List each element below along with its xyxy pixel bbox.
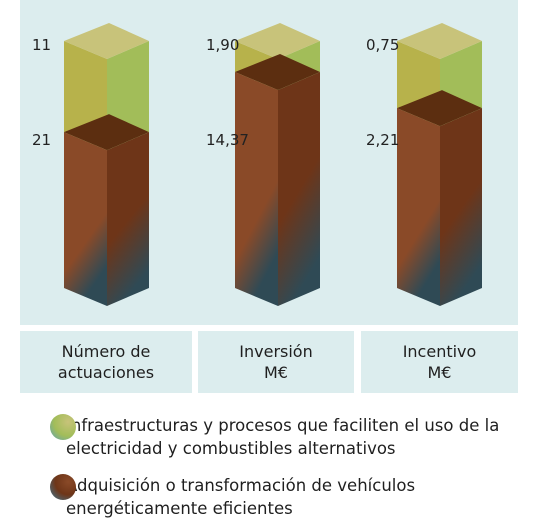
chart-svg: 11 21 1,90 14,37 0,75 2,21 bbox=[32, 23, 482, 307]
bar-lower-side-1 bbox=[278, 71, 320, 306]
bar-lower-side-2 bbox=[440, 108, 482, 307]
legend-swatch-infraestructuras bbox=[50, 414, 76, 440]
bar-split-face-2 bbox=[397, 90, 482, 127]
bar-lower-front-0 bbox=[64, 132, 107, 306]
legend-label-infraestructuras: Infraestructuras y procesos que facilite… bbox=[66, 416, 500, 458]
bar-split-face-0 bbox=[64, 114, 149, 151]
bar-group-1 bbox=[235, 23, 320, 306]
value-label-lower-2: 2,21 bbox=[366, 131, 399, 149]
chart-panel: 11 21 1,90 14,37 0,75 2,21 bbox=[20, 0, 518, 325]
bar-group-0 bbox=[64, 23, 149, 306]
category-label-actuaciones: Número de actuaciones bbox=[20, 331, 192, 393]
category-label-inversion: Inversión M€ bbox=[198, 331, 354, 393]
bar-lower-front-1 bbox=[235, 71, 278, 306]
value-label-lower-1: 14,37 bbox=[206, 131, 249, 149]
value-label-lower-0: 21 bbox=[32, 131, 51, 149]
bar-top-cap-2 bbox=[397, 23, 482, 59]
legend-label-vehiculos: Adquisición o transformación de vehículo… bbox=[66, 476, 416, 518]
legend-item-infraestructuras: Infraestructuras y procesos que facilite… bbox=[50, 414, 520, 460]
value-label-upper-0: 11 bbox=[32, 36, 51, 54]
bar-lower-front-2 bbox=[397, 108, 440, 307]
bar-lower-side-0 bbox=[107, 132, 149, 306]
legend-item-vehiculos: Adquisición o transformación de vehículo… bbox=[50, 474, 520, 520]
bar-top-cap-0 bbox=[64, 23, 149, 59]
category-label-incentivo: Incentivo M€ bbox=[361, 331, 518, 393]
value-label-upper-1: 1,90 bbox=[206, 36, 239, 54]
bar-top-cap-1 bbox=[235, 23, 320, 59]
bar-group-2 bbox=[397, 23, 482, 307]
legend-swatch-vehiculos bbox=[50, 474, 76, 500]
bar-split-face-1 bbox=[235, 53, 320, 90]
value-label-upper-2: 0,75 bbox=[366, 36, 399, 54]
